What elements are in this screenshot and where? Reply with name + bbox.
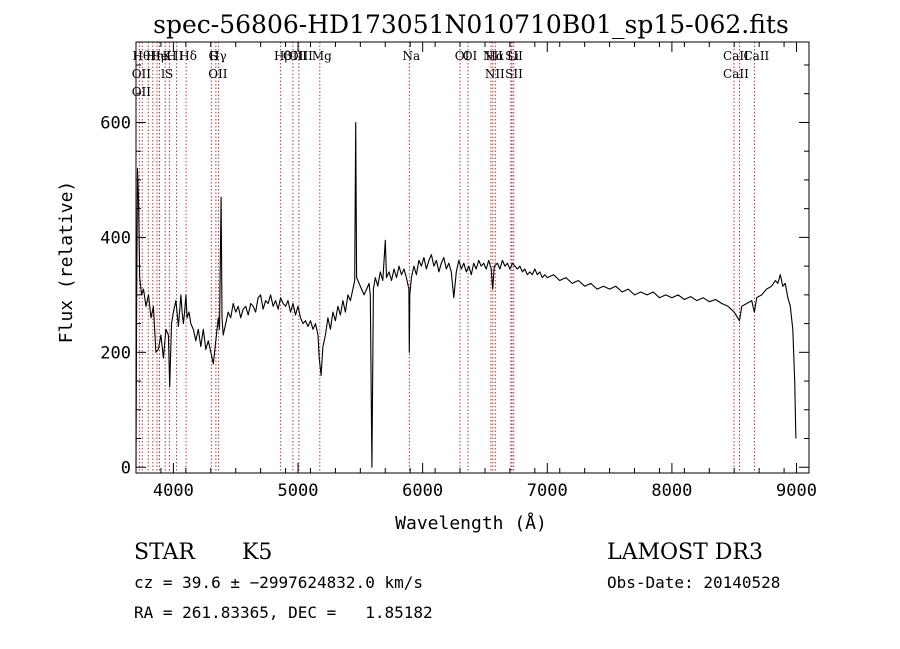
obs-date: Obs-Date: 20140528 [607, 573, 781, 592]
x-axis-label: Wavelength (Å) [395, 512, 547, 534]
line-label: OI [455, 49, 470, 63]
line-label: Mg [312, 49, 332, 63]
x-tick-label: 7000 [527, 481, 568, 501]
line-label: Li [507, 49, 519, 63]
line-label: II [174, 49, 184, 63]
line-label: NII [483, 49, 503, 63]
y-tick-label: 600 [100, 113, 131, 133]
y-axis-label: Flux (relative) [56, 181, 77, 344]
line-label: K [163, 49, 173, 63]
line-label: SII [505, 49, 523, 63]
y-axis-ticks: 0 200 400 600 [100, 64, 809, 478]
spectrum-chart: spec-56806-HD173051N010710B01_sp15-062.f… [56, 10, 817, 534]
line-label: He [150, 49, 168, 63]
line-label: Hγ [209, 49, 227, 63]
x-axis-ticks: 4000 5000 6000 7000 8000 9000 [135, 42, 817, 501]
line-label: CaII [723, 67, 749, 81]
line-label: CaII [743, 49, 769, 63]
x-tick-label: 8000 [651, 481, 692, 501]
line-label: G [208, 49, 218, 63]
line-label: Hβ [274, 49, 291, 63]
survey-name: LAMOST DR3 [607, 540, 763, 565]
line-label: lS [161, 67, 173, 81]
line-label: OII [132, 67, 152, 81]
line-label: OII [208, 67, 228, 81]
x-tick-label: 5000 [278, 481, 319, 501]
x-tick-label: 4000 [153, 481, 194, 501]
line-label: H [166, 49, 176, 63]
line-label: Hθ [133, 49, 151, 63]
y-tick-label: 200 [100, 343, 131, 363]
object-class: STAR [134, 540, 195, 565]
line-label: OI [463, 49, 478, 63]
line-label: OIII [283, 49, 307, 63]
x-tick-label: 6000 [402, 481, 443, 501]
line-label: OIII [289, 49, 313, 63]
line-label: CaII [723, 49, 749, 63]
chart-title: spec-56806-HD173051N010710B01_sp15-062.f… [153, 10, 789, 39]
line-label: SII [505, 67, 523, 81]
spectrum-line [135, 121, 797, 468]
line-label: Na [402, 49, 420, 63]
line-label: Hα [486, 49, 505, 63]
line-label: NII [485, 67, 505, 81]
line-label: Hη [146, 49, 164, 63]
line-markers [138, 42, 755, 473]
line-label: Hδ [179, 49, 197, 63]
line-label: OII [132, 85, 152, 99]
object-subclass: K5 [242, 540, 273, 565]
plot-frame [135, 41, 810, 474]
redshift-line: cz = 39.6 ± −2997624832.0 km/s [134, 573, 423, 592]
x-tick-label: 9000 [776, 481, 817, 501]
y-tick-label: 400 [100, 228, 131, 248]
y-tick-label: 0 [121, 458, 131, 478]
ra-dec-line: RA = 261.83365, DEC = 1.85182 [134, 603, 433, 622]
